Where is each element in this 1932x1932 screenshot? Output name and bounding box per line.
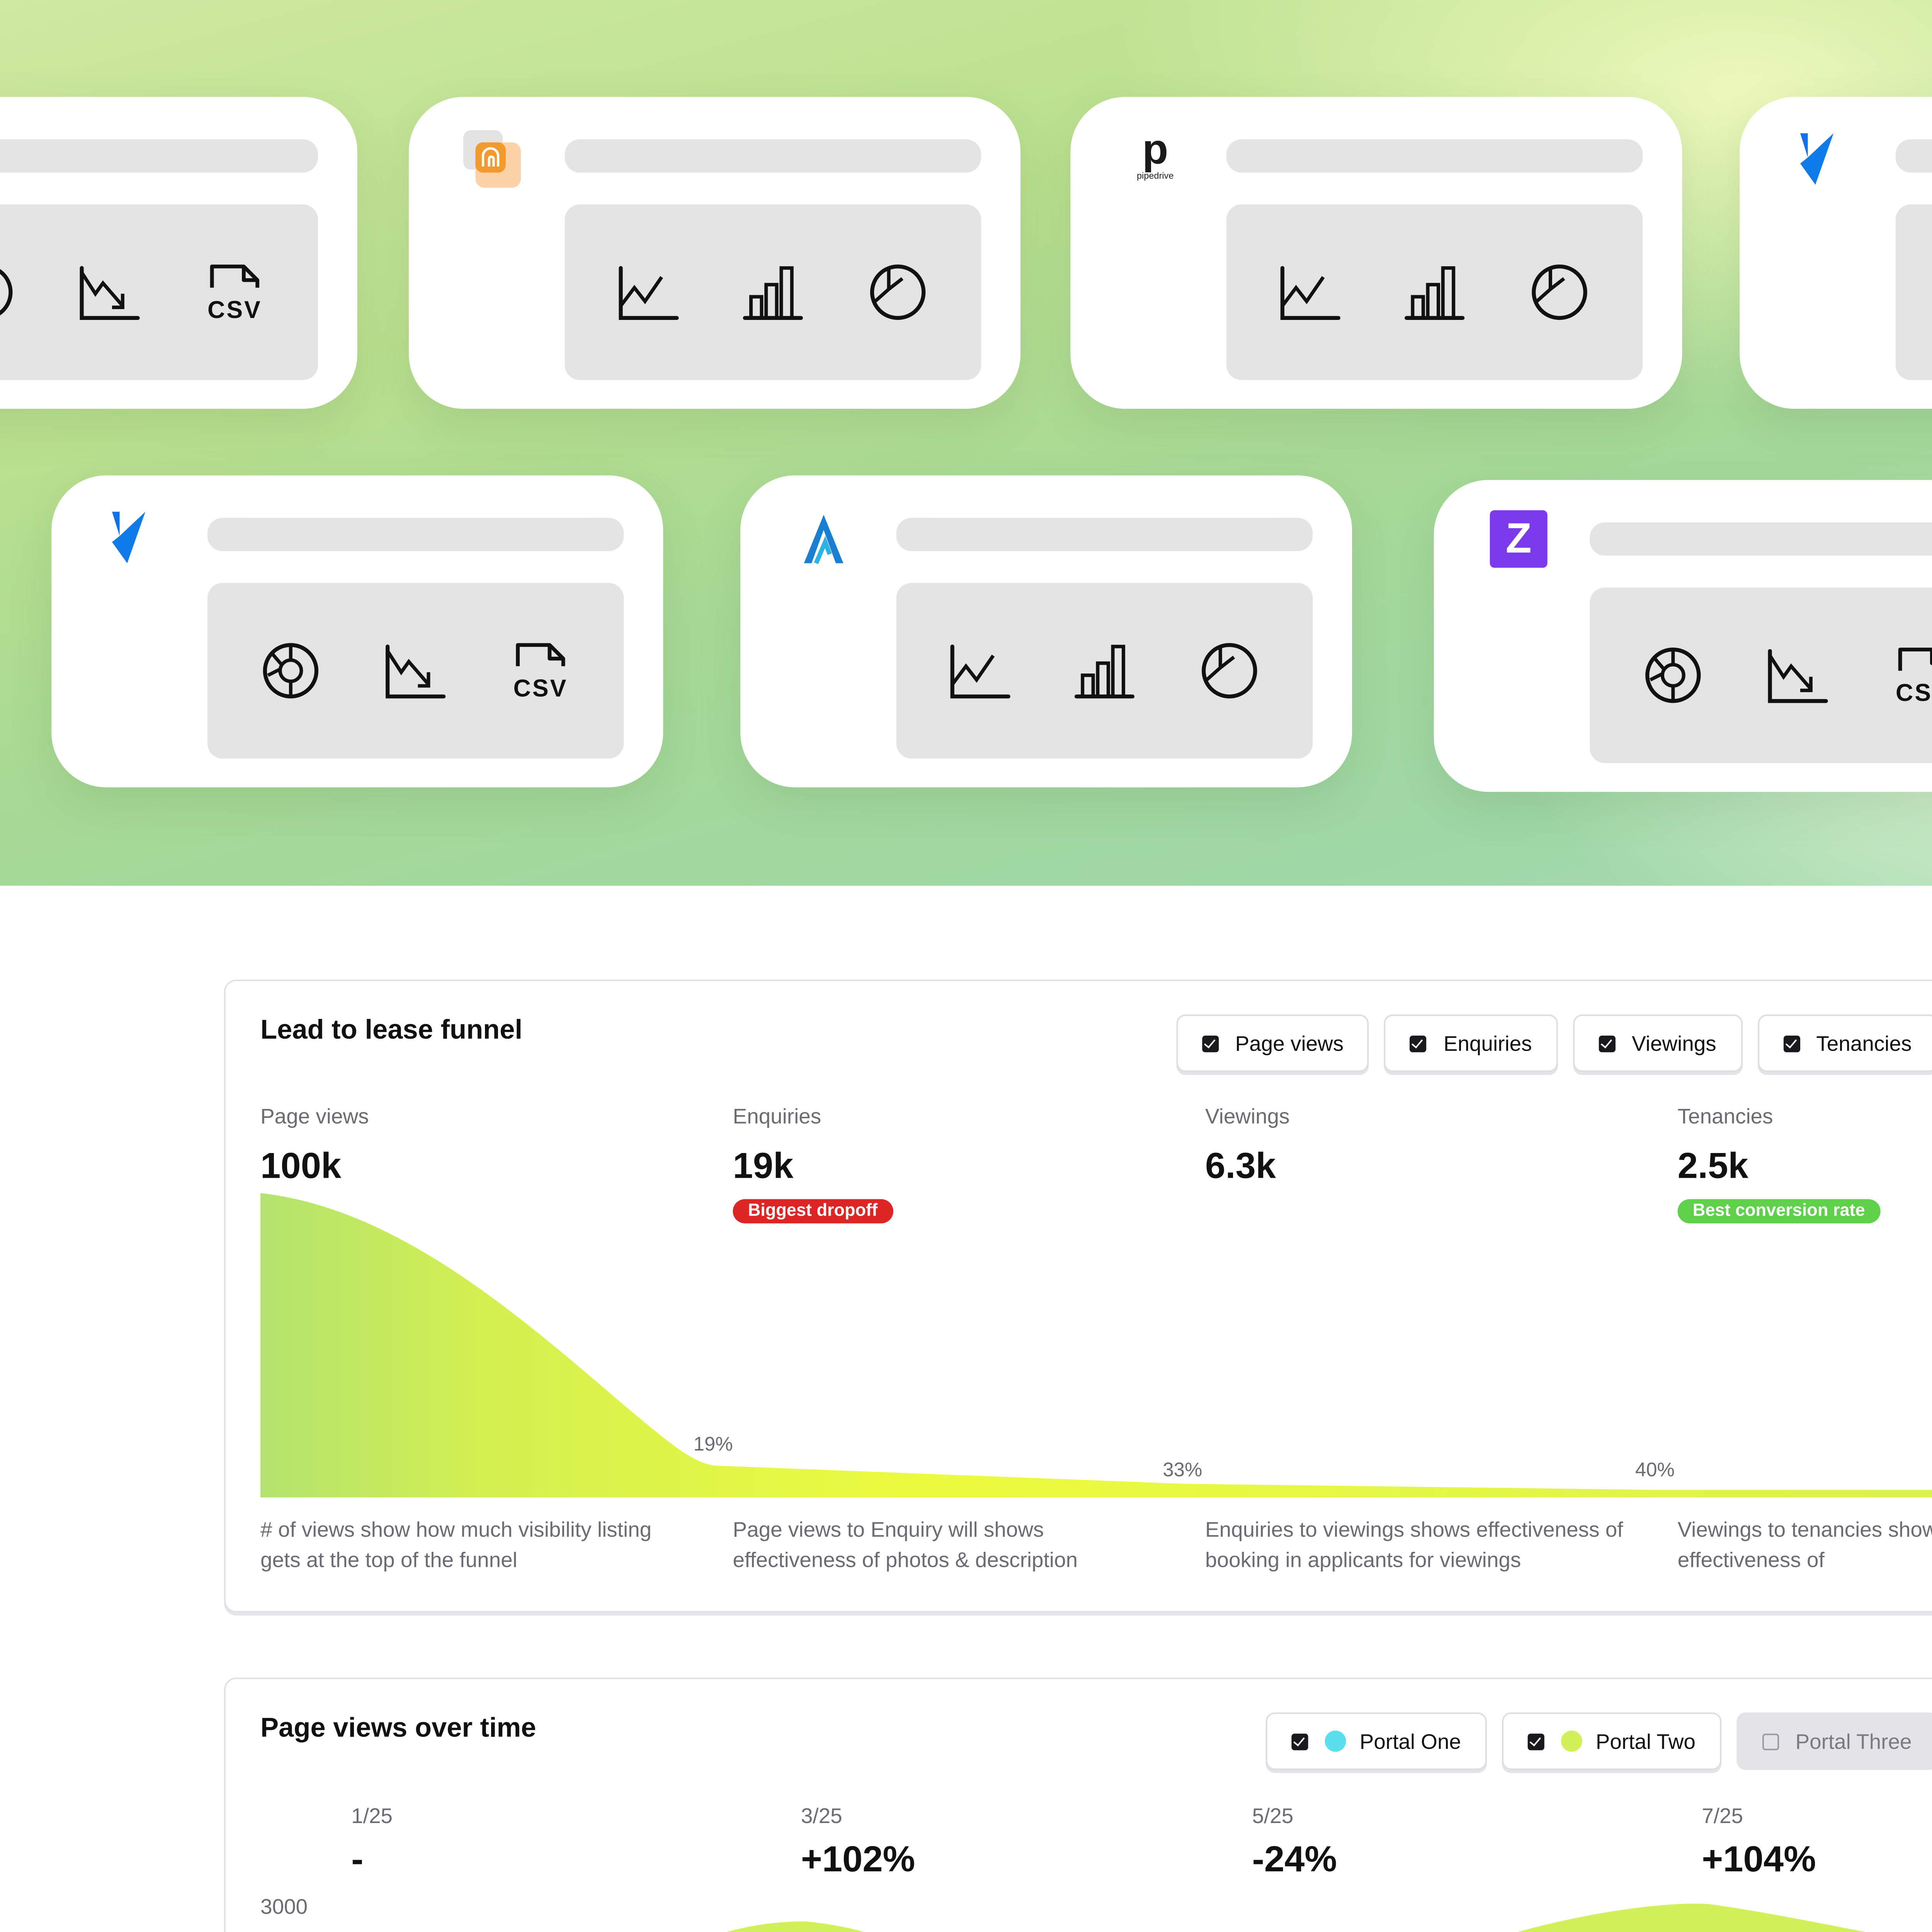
placeholder-bar: [0, 139, 318, 173]
integration-card: Z: [1434, 480, 1932, 792]
bar-chart-icon[interactable]: [1403, 260, 1466, 324]
filter-portal-two[interactable]: Portal Two: [1502, 1712, 1721, 1770]
pipedrive-logo: p pipedrive: [1136, 126, 1174, 182]
stage-description: Enquiries to viewings shows effectivenes…: [1205, 1517, 1623, 1572]
period-date: 1/25: [351, 1803, 393, 1828]
placeholder-bar: [896, 518, 1313, 551]
filter-enquiries[interactable]: Enquiries: [1384, 1014, 1558, 1072]
checkbox-checked-icon[interactable]: [1783, 1035, 1800, 1052]
period-change: -: [351, 1839, 364, 1881]
orange-app-logo: [463, 130, 524, 191]
trend-down-icon[interactable]: [78, 260, 142, 324]
chart-options-panel: [0, 204, 318, 380]
placeholder-bar: [207, 518, 624, 551]
integration-card: [408, 97, 1021, 409]
integration-card: p pipedrive: [1070, 97, 1682, 409]
filter-tenancies[interactable]: Tenancies: [1757, 1014, 1932, 1072]
integration-card: [1740, 97, 1932, 409]
blue-chevron-logo: [106, 509, 167, 570]
bar-chart-icon[interactable]: [1073, 639, 1136, 703]
legend-dot-icon: [1325, 1730, 1346, 1752]
stage-tenancies: Tenancies 2.5k Best conversion rate: [1677, 1104, 1880, 1224]
chart-options-panel: [1226, 204, 1643, 380]
csv-file-icon[interactable]: [1891, 643, 1932, 707]
portal-filters: Portal One Portal Two Portal Three Last …: [1265, 1712, 1932, 1770]
period-date: 5/25: [1252, 1803, 1294, 1828]
placeholder-bar: [1590, 522, 1932, 556]
filter-page-views[interactable]: Page views: [1176, 1014, 1369, 1072]
chart-options-panel: [207, 583, 624, 759]
donut-chart-icon[interactable]: [259, 639, 323, 703]
checkbox-checked-icon[interactable]: [1202, 1035, 1219, 1052]
trend-down-icon[interactable]: [384, 639, 447, 703]
trend-down-icon[interactable]: [1766, 643, 1830, 707]
donut-chart-icon[interactable]: [1641, 643, 1705, 707]
stage-description: Page views to Enquiry will shows effecti…: [733, 1517, 1078, 1572]
y-axis-tick: 3000: [260, 1894, 308, 1918]
biggest-dropoff-badge: Biggest dropoff: [733, 1199, 893, 1224]
line-chart-icon[interactable]: [1278, 260, 1342, 324]
page-views-over-time-card: Page views over time Portal One Portal T…: [224, 1677, 1932, 1932]
funnel-area-chart: [260, 1193, 1932, 1498]
lead-to-lease-funnel-card: Lead to lease funnel Page views Enquirie…: [224, 980, 1932, 1613]
stage-viewings: Viewings 6.3k: [1205, 1104, 1290, 1187]
checkbox-checked-icon[interactable]: [1410, 1035, 1427, 1052]
stage-enquiries: Enquiries 19k Biggest dropoff: [733, 1104, 893, 1224]
section-title: Page views over time: [260, 1712, 536, 1743]
integration-card: [740, 475, 1352, 787]
legend-dot-icon: [1561, 1730, 1582, 1752]
stage-page-views: Page views 100k: [260, 1104, 369, 1187]
placeholder-bar: [1226, 139, 1643, 173]
conversion-label: 40%: [1635, 1458, 1675, 1481]
donut-chart-icon[interactable]: [0, 260, 17, 324]
blue-a-logo: [795, 509, 855, 570]
conversion-label: 33%: [1163, 1458, 1202, 1481]
period-change: +102%: [801, 1839, 915, 1881]
page-views-area-chart: [726, 1903, 1866, 1932]
period-date: 7/25: [1702, 1803, 1743, 1828]
placeholder-bar: [1895, 139, 1932, 173]
period-change: -24%: [1252, 1839, 1337, 1881]
pie-chart-icon[interactable]: [866, 260, 930, 324]
period-change: +104%: [1702, 1839, 1816, 1881]
chart-options-panel: [896, 583, 1313, 759]
filter-portal-three[interactable]: Portal Three: [1736, 1712, 1932, 1770]
checkbox-checked-icon[interactable]: [1527, 1733, 1544, 1750]
pie-chart-icon[interactable]: [1527, 260, 1591, 324]
bar-chart-icon[interactable]: [741, 260, 805, 324]
checkbox-checked-icon[interactable]: [1598, 1035, 1616, 1052]
pie-chart-icon[interactable]: [1197, 639, 1261, 703]
section-title: Lead to lease funnel: [260, 1014, 523, 1045]
stage-description: # of views show how much visibility list…: [260, 1517, 652, 1572]
chart-options-panel: [565, 204, 981, 380]
chart-options-panel: [1895, 204, 1932, 380]
stage-description: Viewings to tenancies shows effectivenes…: [1677, 1517, 1932, 1572]
period-date: 3/25: [801, 1803, 842, 1828]
csv-file-icon[interactable]: [509, 639, 572, 703]
portal-two-area: [726, 1903, 1866, 1932]
line-chart-icon[interactable]: [948, 639, 1012, 703]
integration-card: [0, 97, 357, 409]
best-conversion-badge: Best conversion rate: [1677, 1199, 1880, 1224]
filter-portal-one[interactable]: Portal One: [1265, 1712, 1487, 1770]
csv-file-icon[interactable]: [202, 260, 266, 324]
checkbox-checked-icon[interactable]: [1291, 1733, 1308, 1750]
purple-z-logo: Z: [1490, 510, 1548, 568]
filter-viewings[interactable]: Viewings: [1573, 1014, 1742, 1072]
line-chart-icon[interactable]: [616, 260, 680, 324]
integration-card: [51, 475, 663, 787]
conversion-label: 19%: [693, 1432, 733, 1455]
integrations-hero: p pipedrive: [0, 0, 1932, 886]
funnel-filters: Page views Enquiries Viewings Tenancies …: [1176, 1014, 1932, 1072]
blue-chevron-logo: [1794, 130, 1855, 191]
chart-options-panel: [1590, 587, 1932, 763]
checkbox-unchecked-icon[interactable]: [1762, 1733, 1779, 1750]
placeholder-bar: [565, 139, 981, 173]
